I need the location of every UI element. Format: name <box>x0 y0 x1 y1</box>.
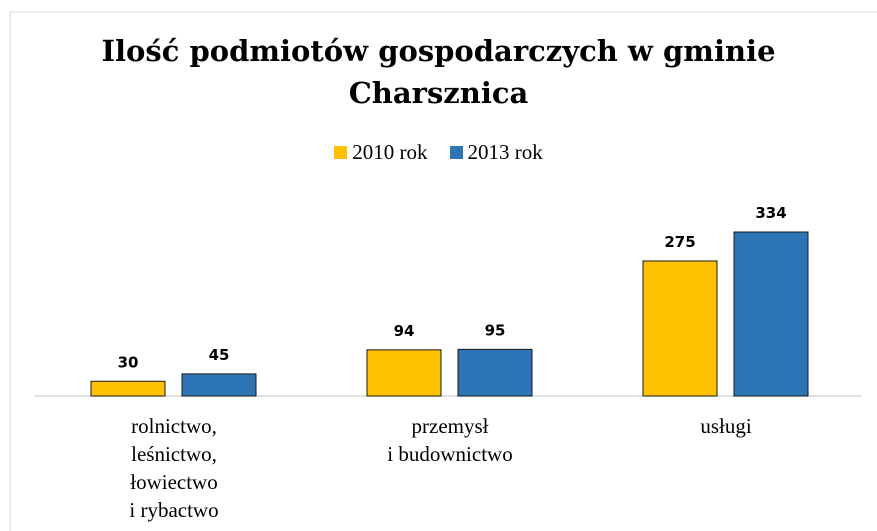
legend-item: 2010 rok <box>334 140 428 165</box>
bar <box>642 260 718 397</box>
bar <box>366 349 442 397</box>
data-label: 30 <box>118 353 139 371</box>
data-label: 45 <box>209 346 230 364</box>
x-tick-label: przemysł i budownictwo <box>387 414 513 466</box>
legend-swatch <box>449 146 463 159</box>
legend-label: 2013 rok <box>467 140 543 164</box>
bar <box>733 231 809 397</box>
data-label: 95 <box>485 321 506 339</box>
legend: 2010 rok 2013 rok <box>0 140 877 165</box>
legend-swatch <box>334 146 348 159</box>
x-tick-label: rolnictwo, leśnictwo, łowiectwo i rybact… <box>129 414 219 522</box>
data-label: 334 <box>755 204 786 222</box>
chart-title: Ilość podmiotów gospodarczych w gminie C… <box>101 34 776 110</box>
bar <box>181 373 257 397</box>
chart-frame <box>9 11 877 531</box>
bar <box>457 348 533 397</box>
legend-label: 2010 rok <box>352 140 428 164</box>
data-label: 275 <box>664 233 695 251</box>
bar <box>90 380 166 397</box>
legend-item: 2013 rok <box>449 140 543 165</box>
data-label: 94 <box>394 322 415 340</box>
x-tick-label: usługi <box>700 414 752 438</box>
